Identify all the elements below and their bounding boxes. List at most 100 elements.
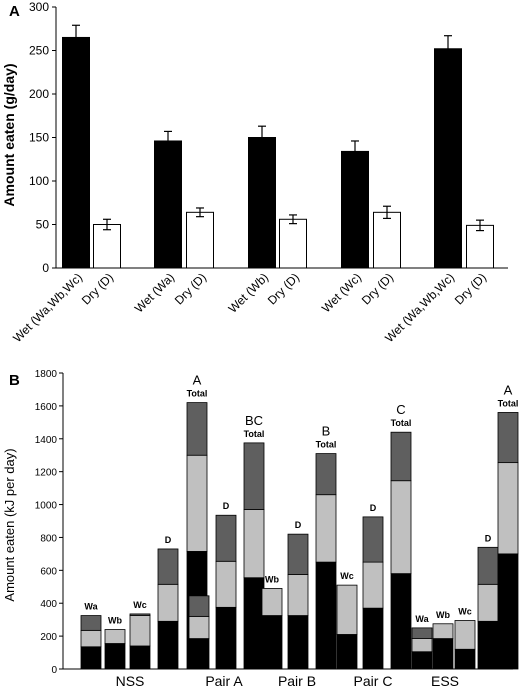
y-tick-label: 300 [29,0,49,14]
bar-label: D [485,533,492,543]
stacked-segment [261,588,283,616]
stacked-segment [315,494,337,563]
bar-label: Wa [84,602,98,612]
panel-b-ylabel: Amount eaten (kJ per day) [2,448,17,601]
stacked-segment [362,561,384,609]
stacked-segment [188,638,210,670]
bar-label: Wb [436,610,450,620]
x-group-label: Pair A [205,673,243,687]
x-group-label: NSS [116,673,145,687]
stacked-segment [390,573,412,670]
bar [466,224,494,269]
x-group-label: Pair C [354,673,393,687]
bar-label: Total [391,418,412,428]
bar-label: D [295,520,302,530]
significance-letter: BC [245,413,263,428]
stacked-segment [215,606,237,670]
y-tick-label: 50 [36,218,50,232]
y-tick-label: 250 [29,44,49,58]
stacked-segment [287,533,309,575]
bar-label: Total [498,398,519,408]
bar-label: Wc [458,606,472,616]
x-category-label: Dry (D) [79,270,116,307]
bar [279,218,307,269]
bar-label: Wb [108,616,122,626]
stacked-segment [186,454,208,552]
x-category-label: Wet (Wa) [132,270,177,315]
x-category-label: Wet (Wa,Wb,Wc) [10,270,85,345]
bar [248,137,276,269]
y-tick-label: 200 [40,632,57,643]
bar [341,150,369,269]
y-tick-label: 800 [40,533,57,544]
stacked-segment [454,620,476,650]
stacked-segment [188,595,210,617]
stacked-segment [215,514,237,562]
stacked-segment [157,620,179,670]
bar-label: Wb [265,574,279,584]
stacked-segment [336,584,358,635]
stacked-segment [129,613,151,616]
stacked-segment [186,402,208,456]
x-category-label: Wet (Wb) [226,270,272,316]
stacked-segment [432,623,454,639]
stacked-segment [104,643,126,670]
panel-b: B Amount eaten (kJ per day) 0 200 400 600 80… [2,369,518,687]
panel-a-ylabel: Amount eaten (g/day) [1,63,17,206]
stacked-segment [243,577,265,670]
stacked-segment [477,546,499,585]
bar-label: D [370,503,377,513]
y-tick-label: 200 [29,87,49,101]
x-group-label: Pair B [278,673,316,687]
y-tick-label: 1000 [35,501,58,512]
stacked-segment [287,615,309,670]
panel-b-letter: B [9,372,20,389]
panel-a: A Amount eaten (g/day) 0 50 100 150 200 250 30… [1,0,508,345]
stacked-segment [80,646,102,670]
significance-letter: B [322,424,331,439]
bar-label: Total [244,429,265,439]
significance-letter: C [396,402,405,417]
stacked-segment [80,615,102,631]
stacked-segment [315,453,337,496]
stacked-segment [390,480,412,575]
stacked-segment [287,574,309,616]
bar [373,211,401,269]
x-category-label: Dry (D) [265,270,302,307]
stacked-segment [497,553,519,670]
x-category-label: Dry (D) [359,270,396,307]
y-tick-label: 600 [40,566,57,577]
stacked-segment [188,615,210,639]
stacked-segment [477,583,499,622]
y-tick-label: 0 [51,665,57,676]
stacked-segment [411,638,433,653]
stacked-segment [104,629,126,644]
stacked-segment [157,548,179,585]
y-tick-label: 150 [29,131,49,145]
bar [186,211,214,269]
significance-letter: A [504,382,513,397]
stacked-segment [497,412,519,464]
stacked-segment [129,615,151,647]
stacked-segment [315,561,337,670]
stacked-segment [454,648,476,670]
stacked-segment [243,509,265,579]
stacked-segment [362,516,384,563]
y-tick-label: 400 [40,599,57,610]
y-tick-label: 0 [42,261,49,275]
stacked-segment [411,627,433,639]
stacked-segment [362,607,384,670]
y-tick-label: 1400 [35,435,58,446]
stacked-segment [243,442,265,510]
bar [62,36,90,269]
bar [154,140,182,269]
bar-label: D [165,535,172,545]
bar-label: Wc [133,600,147,610]
significance-letter: A [193,373,202,388]
x-category-label: Dry (D) [452,270,489,307]
stacked-segment [336,634,358,670]
bar-label: D [223,501,230,511]
stacked-segment [432,638,454,670]
bar-label: Wa [415,614,429,624]
